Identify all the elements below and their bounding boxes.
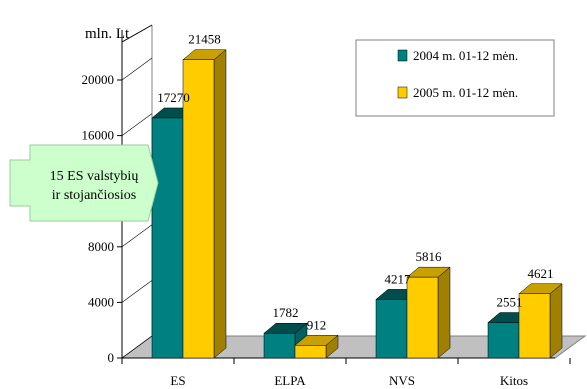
bar-elpa-2 <box>294 334 339 359</box>
legend-box <box>355 39 555 117</box>
y-tick-depth <box>121 335 153 359</box>
legend-swatch <box>397 86 408 99</box>
bar-front <box>151 117 184 359</box>
unit-label: mln. Lt <box>85 26 130 42</box>
y-axis: 040008000120001600020000 <box>82 24 571 365</box>
y-tick-label: 16000 <box>82 128 115 143</box>
bar-es-2 <box>182 49 227 359</box>
y-axis-top-edge <box>121 24 153 43</box>
category-label: Kitos <box>500 373 528 388</box>
category-label: ELPA <box>274 373 306 388</box>
bar-front <box>518 293 551 359</box>
value-label: 4217 <box>385 271 412 286</box>
legend-label: 2005 m. 01-12 mėn. <box>413 85 518 100</box>
bar-side <box>437 266 451 359</box>
value-label: 21458 <box>188 32 221 47</box>
bar-kitos-2 <box>518 283 563 359</box>
value-label: 2551 <box>497 295 523 310</box>
value-label: 4621 <box>528 266 554 281</box>
y-tick-depth <box>121 113 153 136</box>
y-tick-label: 4000 <box>88 294 114 309</box>
callout-line-2: ir stojančiosios <box>52 188 136 203</box>
bar-nvs-2 <box>406 266 451 359</box>
bar-front <box>182 59 215 359</box>
y-tick-label: 0 <box>108 350 115 365</box>
category-label: ES <box>170 373 185 388</box>
bar-side <box>549 283 563 359</box>
y-tick-depth <box>121 280 153 303</box>
bar-front <box>294 345 327 359</box>
value-label: 17270 <box>157 90 190 105</box>
bar-front <box>487 322 520 359</box>
callout-shape <box>9 144 159 222</box>
bar-front <box>375 299 408 359</box>
value-label: 5816 <box>416 249 443 264</box>
legend-label: 2004 m. 01-12 mėn. <box>413 48 518 63</box>
legend: 2004 m. 01-12 mėn. 2005 m. 01-12 mėn. <box>355 39 555 117</box>
category-labels: ES ELPA NVS Kitos <box>170 373 528 388</box>
y-tick-depth <box>121 57 153 81</box>
y-tick-label: 20000 <box>82 72 115 87</box>
y-tick-label: 8000 <box>88 239 114 254</box>
y-tick-depth <box>121 224 153 248</box>
callout-arrow: 15 ES valstybių ir stojančiosios <box>9 144 159 222</box>
value-label: 1782 <box>273 305 299 320</box>
bar-front <box>263 332 296 359</box>
bar-elpa-1 <box>263 322 308 359</box>
bar-front <box>406 276 439 359</box>
category-label: NVS <box>389 373 415 388</box>
value-label: 912 <box>307 317 327 332</box>
value-labels: 17270 21458 1782 912 4217 5816 2551 4621 <box>157 32 553 333</box>
bars <box>151 49 563 359</box>
legend-swatch <box>397 49 408 62</box>
callout-line-1: 15 ES valstybių <box>50 169 139 184</box>
bar-side <box>213 49 227 359</box>
